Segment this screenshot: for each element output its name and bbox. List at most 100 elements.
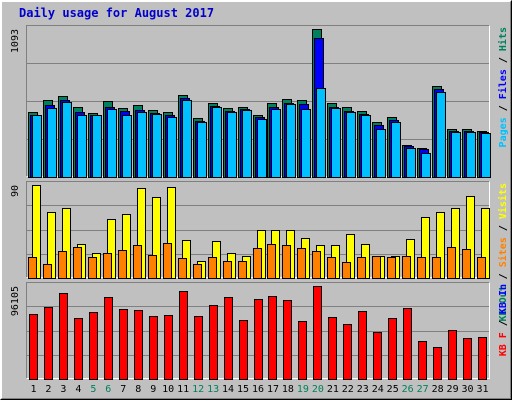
day-label: 15 (237, 384, 249, 395)
sites-bar (103, 253, 112, 279)
kbytes-bar (134, 310, 143, 380)
kbytes-bar (448, 330, 457, 380)
pages-bar (316, 88, 326, 178)
day-label: 24 (372, 384, 384, 395)
kbytes-bar (149, 316, 158, 380)
day-label: 29 (447, 384, 459, 395)
kbytes-bar (478, 337, 487, 380)
kbytes-bar (29, 314, 38, 380)
kbytes-bar (254, 299, 263, 380)
hits-panel-plot-bevel-dark (26, 25, 490, 177)
kbytes-bar (283, 300, 292, 380)
pages-bar (436, 92, 446, 178)
day-label: 16 (252, 384, 264, 395)
legend-separator: / (498, 267, 509, 285)
hits-panel-legend: Pages / Files / Hits (497, 27, 509, 147)
visits-panel-plot-bevel-dark (26, 181, 490, 278)
sites-bar (327, 257, 336, 279)
legend-separator: / (498, 219, 509, 237)
kbytes-bar (239, 320, 248, 380)
kbytes-bar (74, 318, 83, 380)
sites-bar (58, 251, 67, 279)
pages-bar (92, 115, 102, 178)
legend-item: Sites (497, 237, 509, 267)
sites-bar (118, 250, 127, 279)
chart-title: Daily usage for August 2017 (19, 6, 214, 20)
sites-bar (133, 245, 142, 279)
legend-item: Pages (498, 117, 509, 147)
pages-bar (62, 102, 72, 178)
kbytes-bar (209, 305, 218, 380)
kbytes-bar (89, 312, 98, 380)
kbytes-bar (373, 332, 382, 380)
pages-bar (376, 129, 386, 178)
legend-item: KB In (498, 284, 509, 314)
day-label: 19 (297, 384, 309, 395)
kbytes-panel-legend: KB F / KB In (498, 284, 509, 356)
chart-panels: 1093 Pages / Files / Hits 90 KB Out / Sites… (10, 25, 509, 380)
kbytes-panel: 96105 KB F / KB In (10, 282, 509, 380)
sites-bar (477, 257, 486, 279)
pages-bar (77, 115, 87, 178)
pages-bar (421, 153, 431, 178)
pages-bar (242, 110, 252, 178)
kbytes-bar (463, 338, 472, 380)
kbytes-panel-plot-bevel-dark (26, 282, 490, 379)
hits-panel: 1093 Pages / Files / Hits (10, 25, 509, 178)
sites-bar (148, 255, 157, 279)
day-label: 31 (476, 384, 488, 395)
kbytes-bar (164, 315, 173, 380)
sites-bar (432, 257, 441, 279)
pages-bar (47, 108, 57, 178)
sites-bar (223, 261, 232, 279)
day-label: 22 (342, 384, 354, 395)
day-label: 6 (105, 384, 111, 395)
sites-bar (282, 245, 291, 279)
day-label: 27 (417, 384, 429, 395)
kbytes-bar (104, 297, 113, 380)
pages-bar (391, 122, 401, 178)
pages-bar (466, 132, 476, 178)
kbytes-bar (179, 291, 188, 380)
kbytes-bar (388, 318, 397, 380)
pages-bar (331, 108, 341, 178)
sites-bar (193, 264, 202, 279)
pages-bar (212, 107, 222, 178)
sites-bar (178, 258, 187, 279)
pages-bar (167, 117, 177, 178)
kbytes-bar (328, 317, 337, 380)
day-label: 13 (207, 384, 219, 395)
sites-bar (462, 249, 471, 279)
pages-bar (361, 115, 371, 178)
day-label: 3 (60, 384, 66, 395)
pages-bar (286, 104, 296, 178)
day-label: 14 (222, 384, 234, 395)
day-label: 8 (135, 384, 141, 395)
sites-bar (28, 257, 37, 279)
kbytes-bar (313, 286, 322, 380)
day-label: 25 (387, 384, 399, 395)
pages-bar (122, 115, 132, 178)
sites-bar (357, 257, 366, 279)
kbytes-bar (418, 341, 427, 380)
sites-bar (253, 248, 262, 279)
pages-bar (137, 112, 147, 178)
day-label: 2 (45, 384, 51, 395)
kbytes-bar (224, 297, 233, 380)
pages-bar (481, 133, 491, 178)
pages-bar (451, 132, 461, 178)
sites-bar (402, 256, 411, 279)
visits-panel: 90 KB Out / Sites / Visits (10, 181, 509, 321)
kbytes-bar (268, 296, 277, 380)
day-label: 18 (282, 384, 294, 395)
sites-bar (447, 247, 456, 279)
sites-bar (312, 251, 321, 279)
day-label: 11 (177, 384, 189, 395)
visits-panel-legend: KB Out / Sites / Visits (497, 183, 509, 321)
kbytes-bar (358, 311, 367, 380)
pages-bar (257, 119, 267, 178)
day-label: 30 (462, 384, 474, 395)
pages-bar (406, 148, 416, 178)
